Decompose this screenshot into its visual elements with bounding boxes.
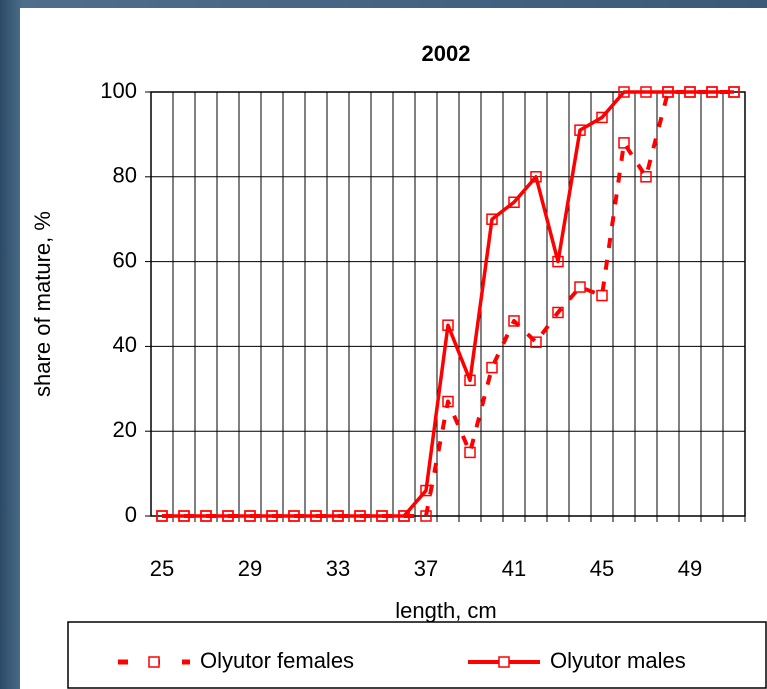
x-tick-label: 29 bbox=[238, 556, 262, 581]
x-tick-label: 49 bbox=[678, 556, 702, 581]
legend-label: Olyutor females bbox=[200, 648, 354, 673]
page: 2002 length, cm share of mature, % 0 20 40… bbox=[0, 0, 767, 689]
legend-marker bbox=[499, 657, 509, 667]
x-tick-label: 33 bbox=[326, 556, 350, 581]
legend-label: Olyutor males bbox=[550, 648, 686, 673]
y-tick-label: 100 bbox=[100, 78, 137, 103]
y-tick-label: 80 bbox=[113, 163, 137, 188]
y-tick-label: 0 bbox=[125, 502, 137, 527]
x-tick-label: 41 bbox=[502, 556, 526, 581]
y-tick-label: 40 bbox=[113, 332, 137, 357]
chart: 2002 length, cm share of mature, % 0 20 40… bbox=[0, 0, 767, 689]
y-tick-label: 60 bbox=[113, 247, 137, 272]
y-tick-label: 20 bbox=[113, 417, 137, 442]
chart-title: 2002 bbox=[422, 41, 471, 66]
x-tick-label: 45 bbox=[590, 556, 614, 581]
legend-marker bbox=[149, 657, 159, 667]
y-axis-label: share of mature, % bbox=[30, 211, 55, 397]
x-tick-label: 25 bbox=[150, 556, 174, 581]
x-tick-label: 37 bbox=[414, 556, 438, 581]
x-axis-label: length, cm bbox=[395, 598, 497, 623]
